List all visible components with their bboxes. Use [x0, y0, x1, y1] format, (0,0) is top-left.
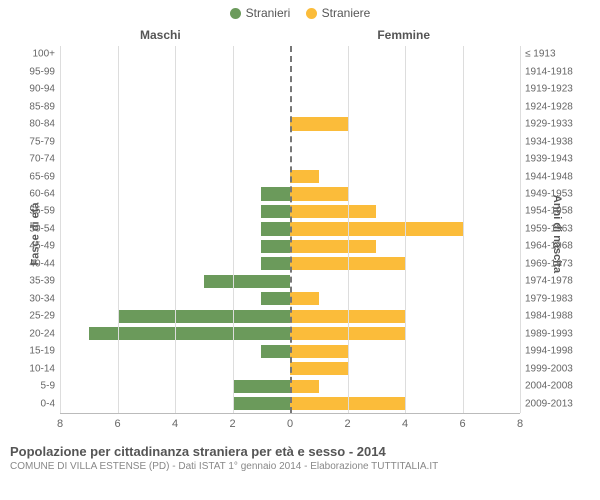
grid-line — [463, 46, 464, 413]
column-header-right: Femmine — [377, 28, 430, 42]
age-label: 85-89 — [29, 101, 60, 112]
age-label: 10-14 — [29, 363, 60, 374]
age-label: 100+ — [32, 49, 60, 60]
bar-female — [290, 362, 348, 375]
grid-line — [60, 46, 61, 413]
age-label: 50-54 — [29, 223, 60, 234]
age-label: 30-34 — [29, 293, 60, 304]
birth-year-label: 1944-1948 — [520, 171, 573, 182]
bar-male — [118, 310, 291, 323]
x-tick: 2 — [229, 418, 235, 430]
x-tick: 8 — [517, 418, 523, 430]
birth-year-label: 1964-1968 — [520, 241, 573, 252]
age-label: 60-64 — [29, 188, 60, 199]
birth-year-label: 1984-1988 — [520, 311, 573, 322]
bar-female — [290, 292, 319, 305]
chart-area: Maschi Femmine Fasce di età Anni di nasc… — [0, 24, 600, 444]
bar-female — [290, 187, 348, 200]
plot: 100+≤ 191395-991914-191890-941919-192385… — [60, 46, 520, 414]
bar-male — [261, 257, 290, 270]
age-label: 25-29 — [29, 311, 60, 322]
bar-male — [204, 275, 290, 288]
bar-female — [290, 205, 376, 218]
grid-line — [118, 46, 119, 413]
bar-male — [233, 380, 291, 393]
bar-male — [89, 327, 290, 340]
zero-line — [290, 46, 292, 413]
x-tick: 6 — [114, 418, 120, 430]
footer: Popolazione per cittadinanza straniera p… — [0, 444, 600, 476]
legend-label-male: Stranieri — [246, 6, 291, 20]
age-label: 45-49 — [29, 241, 60, 252]
x-axis-ticks: 8 6 4 2 0 2 4 6 8 — [60, 418, 520, 434]
column-header-left: Maschi — [140, 28, 181, 42]
grid-line — [405, 46, 406, 413]
birth-year-label: 1949-1953 — [520, 188, 573, 199]
x-tick: 4 — [172, 418, 178, 430]
birth-year-label: 1954-1958 — [520, 206, 573, 217]
age-label: 95-99 — [29, 66, 60, 77]
bar-female — [290, 345, 348, 358]
legend-item-male: Stranieri — [230, 6, 291, 20]
age-label: 55-59 — [29, 206, 60, 217]
birth-year-label: 1989-1993 — [520, 328, 573, 339]
x-tick: 8 — [57, 418, 63, 430]
x-tick: 4 — [402, 418, 408, 430]
bar-male — [261, 292, 290, 305]
grid-line — [348, 46, 349, 413]
bar-male — [233, 397, 291, 410]
bar-female — [290, 222, 463, 235]
birth-year-label: 1974-1978 — [520, 276, 573, 287]
age-label: 5-9 — [41, 381, 60, 392]
age-label: 40-44 — [29, 258, 60, 269]
birth-year-label: 1969-1973 — [520, 258, 573, 269]
birth-year-label: 1914-1918 — [520, 66, 573, 77]
birth-year-label: 1934-1938 — [520, 136, 573, 147]
grid-line — [175, 46, 176, 413]
age-label: 75-79 — [29, 136, 60, 147]
legend-label-female: Straniere — [322, 6, 371, 20]
birth-year-label: 1919-1923 — [520, 84, 573, 95]
birth-year-label: 1939-1943 — [520, 154, 573, 165]
birth-year-label: 2004-2008 — [520, 381, 573, 392]
bar-male — [261, 222, 290, 235]
birth-year-label: 1924-1928 — [520, 101, 573, 112]
age-label: 35-39 — [29, 276, 60, 287]
bar-male — [261, 345, 290, 358]
legend-item-female: Straniere — [306, 6, 371, 20]
birth-year-label: 1929-1933 — [520, 119, 573, 130]
bar-female — [290, 117, 348, 130]
birth-year-label: ≤ 1913 — [520, 49, 556, 60]
bar-female — [290, 240, 376, 253]
chart-subtitle: COMUNE DI VILLA ESTENSE (PD) - Dati ISTA… — [10, 461, 590, 472]
age-label: 0-4 — [41, 398, 60, 409]
bar-female — [290, 170, 319, 183]
bar-female — [290, 380, 319, 393]
legend-swatch-male — [230, 8, 241, 19]
bar-male — [261, 187, 290, 200]
birth-year-label: 1959-1963 — [520, 223, 573, 234]
age-label: 65-69 — [29, 171, 60, 182]
age-label: 70-74 — [29, 154, 60, 165]
bar-male — [261, 240, 290, 253]
grid-line — [520, 46, 521, 413]
grid-line — [233, 46, 234, 413]
legend: Stranieri Straniere — [0, 0, 600, 24]
x-tick: 0 — [287, 418, 293, 430]
age-label: 20-24 — [29, 328, 60, 339]
bar-male — [261, 205, 290, 218]
age-label: 80-84 — [29, 119, 60, 130]
x-tick: 6 — [459, 418, 465, 430]
legend-swatch-female — [306, 8, 317, 19]
age-label: 90-94 — [29, 84, 60, 95]
chart-title: Popolazione per cittadinanza straniera p… — [10, 444, 590, 459]
x-tick: 2 — [344, 418, 350, 430]
age-label: 15-19 — [29, 346, 60, 357]
birth-year-label: 1979-1983 — [520, 293, 573, 304]
birth-year-label: 1994-1998 — [520, 346, 573, 357]
birth-year-label: 2009-2013 — [520, 398, 573, 409]
birth-year-label: 1999-2003 — [520, 363, 573, 374]
